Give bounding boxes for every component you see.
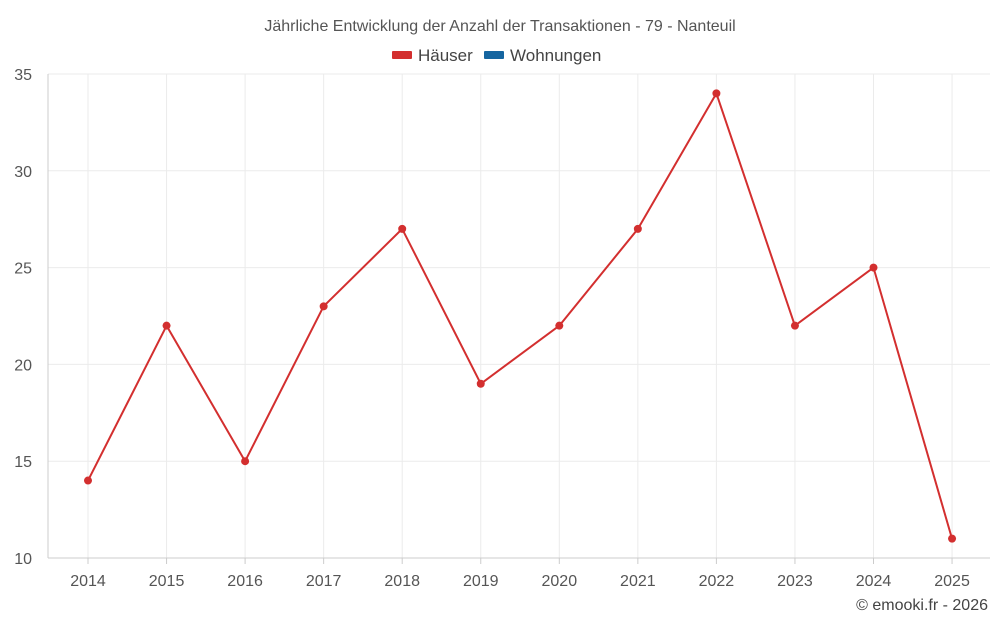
x-tick-label: 2014: [70, 573, 106, 590]
legend-label-wohnungen: Wohnungen: [510, 46, 601, 65]
y-grid: [48, 73, 990, 462]
x-tick-label: 2022: [699, 573, 735, 590]
x-tick-label: 2016: [227, 573, 263, 590]
y-tick-label: 10: [14, 551, 32, 568]
data-point[interactable]: [162, 321, 171, 330]
data-point[interactable]: [790, 321, 799, 330]
x-grid: [87, 74, 953, 558]
x-tick-label: 2025: [934, 573, 970, 590]
x-tick-label: 2021: [620, 573, 656, 590]
legend-label-haeuser: Häuser: [418, 46, 473, 65]
y-tick-label: 20: [14, 357, 32, 374]
x-tick-label: 2019: [463, 573, 499, 590]
series-points-haeuser: [84, 89, 957, 543]
legend-swatch-haeuser: [392, 51, 412, 59]
data-point[interactable]: [476, 379, 485, 388]
legend-swatch-wohnungen: [484, 51, 504, 59]
y-tick-label: 30: [14, 164, 32, 181]
y-tick-label: 35: [14, 67, 32, 84]
x-tick-label: 2020: [542, 573, 578, 590]
y-axis-ticks: 10 15 20 25 30 35: [14, 67, 32, 568]
data-point[interactable]: [555, 321, 564, 330]
x-axis-ticks: 2014 2015 2016 2017 2018 2019 2020 2021 2022 2023…: [70, 558, 970, 590]
x-tick-label: 2023: [777, 573, 813, 590]
data-point[interactable]: [241, 457, 250, 466]
data-point[interactable]: [712, 89, 721, 98]
x-tick-label: 2015: [149, 573, 185, 590]
data-point[interactable]: [633, 224, 642, 233]
data-point[interactable]: [84, 476, 92, 485]
data-point[interactable]: [869, 263, 878, 272]
chart-title: Jährliche Entwicklung der Anzahl der Tra…: [264, 18, 735, 35]
legend: Häuser Wohnungen: [392, 46, 601, 65]
x-tick-label: 2017: [306, 573, 342, 590]
x-tick-label: 2018: [384, 573, 420, 590]
x-tick-label: 2024: [856, 573, 892, 590]
legend-item-wohnungen[interactable]: Wohnungen: [484, 46, 601, 65]
legend-item-haeuser[interactable]: Häuser: [392, 46, 473, 65]
y-tick-label: 25: [14, 261, 32, 278]
data-point[interactable]: [398, 224, 407, 233]
y-tick-label: 15: [14, 454, 32, 471]
credit-text: © emooki.fr - 2026: [856, 597, 988, 614]
data-point[interactable]: [319, 302, 328, 311]
series-line-haeuser: [87, 92, 953, 539]
data-point[interactable]: [948, 534, 957, 543]
